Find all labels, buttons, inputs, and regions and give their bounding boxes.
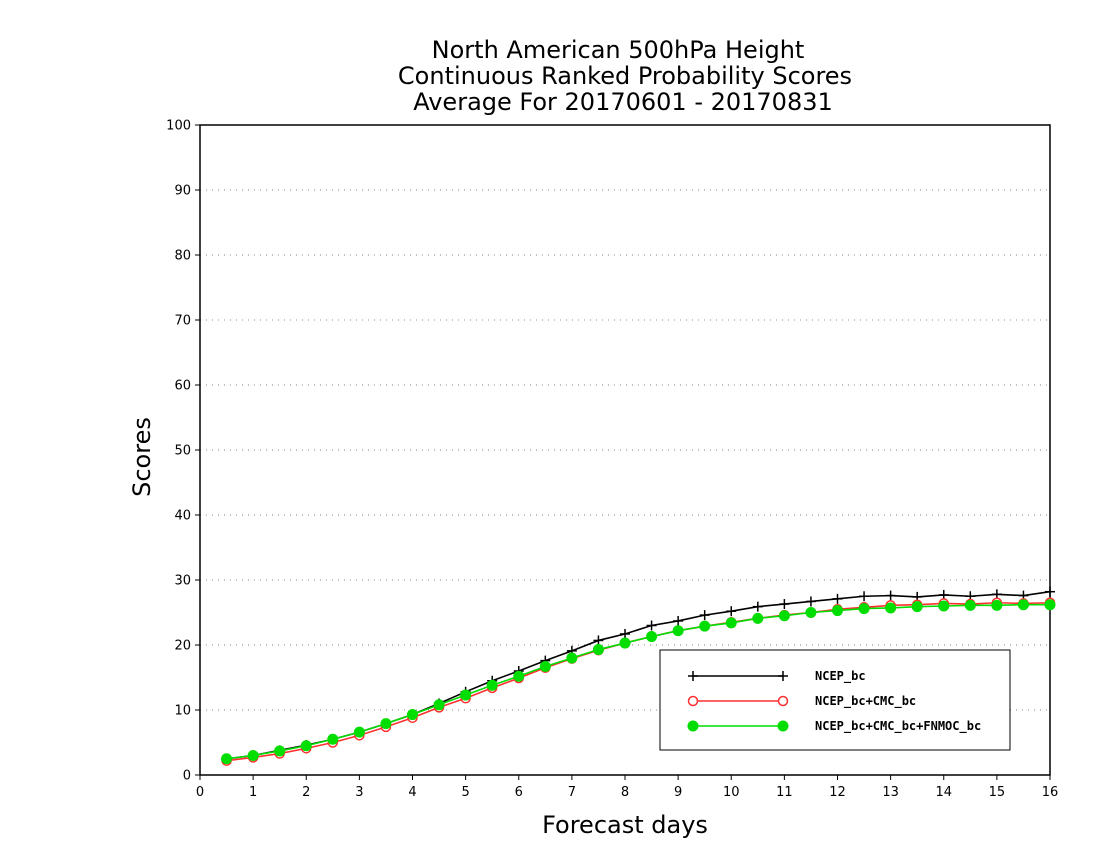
legend-entry-label: NCEP_bc+CMC_bc <box>815 694 916 709</box>
y-tick-label: 40 <box>174 509 191 524</box>
series-1-point <box>832 593 843 604</box>
x-tick-label: 3 <box>355 785 363 800</box>
x-tick-label: 14 <box>935 785 952 800</box>
x-tick-label: 1 <box>249 785 257 800</box>
legend-swatch-marker <box>688 671 698 681</box>
x-tick-label: 6 <box>515 785 523 800</box>
series-3-point <box>725 617 737 629</box>
legend-entry-label: NCEP_bc+CMC_bc+FNMOC_bc <box>815 719 981 734</box>
series-3-point <box>778 610 790 622</box>
x-tick-label: 2 <box>302 785 310 800</box>
y-tick-label: 0 <box>183 769 191 784</box>
series-3-point <box>672 625 684 637</box>
series-3-point <box>407 709 418 721</box>
series-3-point <box>353 726 365 738</box>
legend-swatch-marker <box>777 720 789 732</box>
y-tick-label: 80 <box>174 249 191 264</box>
series-group <box>221 586 1056 766</box>
x-tick-label: 11 <box>776 785 793 800</box>
series-3-point <box>247 750 259 761</box>
series-3-point <box>300 740 312 752</box>
series-1-point <box>620 628 630 639</box>
y-tick-label: 100 <box>166 119 191 134</box>
series-3-point <box>433 699 445 711</box>
legend-box <box>659 649 1011 751</box>
series-3-point <box>460 689 472 701</box>
series-3-point <box>380 718 392 730</box>
series-3-point <box>327 733 339 745</box>
y-tick-label: 20 <box>174 639 191 654</box>
series-3-point <box>539 660 551 672</box>
series-3 <box>221 599 1056 765</box>
chart-title-line-3: Average For 20170601 - 20170831 <box>413 88 833 116</box>
series-3-point <box>221 753 233 765</box>
series-3-point <box>911 601 923 613</box>
series-3-point <box>513 670 525 682</box>
chart-title-line-2: Continuous Ranked Probability Scores <box>398 62 852 90</box>
series-3-point <box>964 599 976 611</box>
y-tick-label: 90 <box>174 184 191 199</box>
series-3-point <box>938 600 950 612</box>
y-tick-label: 70 <box>174 314 191 329</box>
series-1-point <box>699 610 710 621</box>
series-1-point <box>885 590 896 601</box>
x-tick-label: 15 <box>989 785 1006 800</box>
series-1-point <box>1045 586 1055 597</box>
series-1-point <box>673 615 684 626</box>
x-tick-label: 16 <box>1042 785 1059 800</box>
x-tick-label: 9 <box>674 785 682 800</box>
legend: NCEP_bc NCEP_bc+CMC_bc NCEP_bc+CMC_bc+FNMO… <box>659 649 1011 751</box>
x-axis-label: Forecast days <box>542 811 708 839</box>
x-tick-label: 10 <box>723 785 740 800</box>
y-tick-label: 30 <box>174 574 191 589</box>
legend-swatch-marker <box>687 720 699 732</box>
x-tick-label: 7 <box>568 785 576 800</box>
x-tick-label: 4 <box>408 785 416 800</box>
series-3-point <box>805 607 817 618</box>
series-3-point <box>885 602 897 614</box>
y-axis-label: Scores <box>128 417 156 497</box>
series-3-point <box>274 745 286 757</box>
series-3-point <box>1044 599 1056 611</box>
series-1-point <box>859 591 870 602</box>
y-tick-label: 10 <box>174 704 191 719</box>
x-tick-label: 0 <box>196 785 204 800</box>
series-3-point <box>646 631 658 643</box>
x-tick-label: 13 <box>882 785 899 800</box>
series-3-point <box>832 605 843 617</box>
series-1-point <box>726 606 737 617</box>
series-3-point <box>566 652 578 664</box>
legend-swatch-marker <box>778 671 788 681</box>
series-3-point <box>699 620 711 632</box>
series-1-point <box>779 599 790 610</box>
legend-entry-label: NCEP_bc <box>815 669 866 684</box>
series-3-point <box>752 612 764 624</box>
legend-swatch-marker <box>777 695 789 707</box>
series-3-point <box>858 603 870 615</box>
y-tick-label: 50 <box>174 444 191 459</box>
x-tick-label: 8 <box>621 785 629 800</box>
series-1-point <box>805 596 816 607</box>
series-3-point <box>991 599 1003 611</box>
x-tick-label: 5 <box>461 785 469 800</box>
y-tick-label: 60 <box>174 379 191 394</box>
series-3-point <box>486 679 498 691</box>
series-1-point <box>593 635 604 646</box>
series-3-point <box>592 644 604 656</box>
series-1-point <box>752 601 763 612</box>
series-3-point <box>619 637 631 649</box>
series-3-point <box>1017 599 1029 611</box>
legend-swatch-marker <box>687 695 699 707</box>
series-1-point <box>646 620 657 631</box>
x-tick-label: 12 <box>829 785 846 800</box>
chart-title-line-1: North American 500hPa Height <box>432 36 805 64</box>
